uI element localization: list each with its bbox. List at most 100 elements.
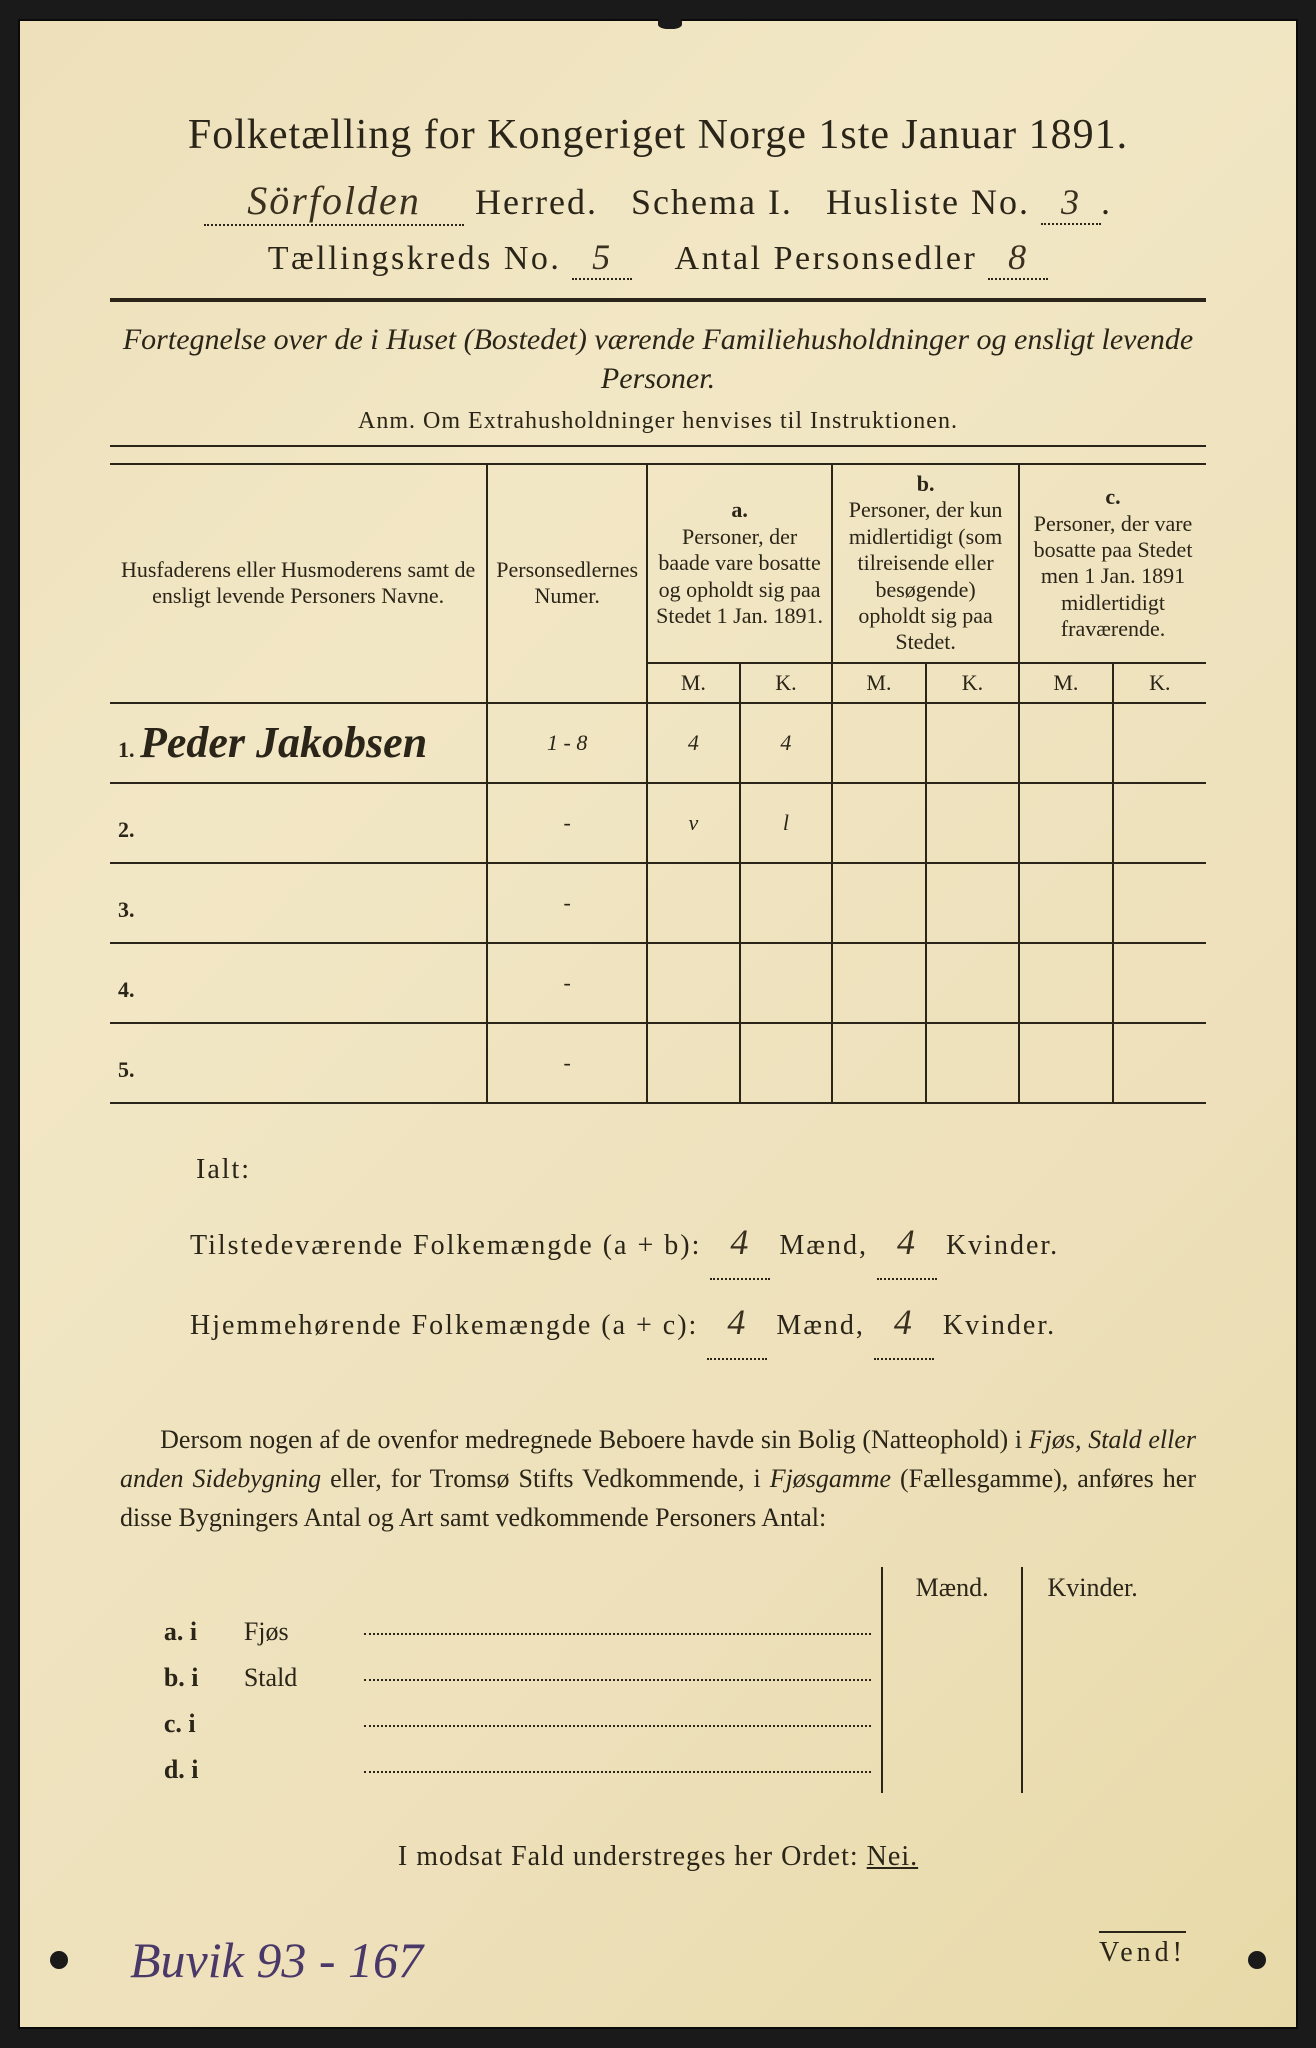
divider-thin — [110, 445, 1206, 447]
cell-a-m — [647, 863, 740, 943]
col-b-letter: b. — [917, 471, 935, 496]
cell-b-m — [832, 1023, 926, 1103]
row-num: 2. — [110, 783, 487, 863]
cell-b-k — [926, 703, 1019, 783]
bygning-row: b. iStald — [154, 1655, 1162, 1701]
byg-kvinder — [1022, 1701, 1162, 1747]
tilstede-k: 4 — [877, 1206, 937, 1280]
col-c-k: K. — [1113, 663, 1206, 703]
byg-letter: d. i — [154, 1747, 234, 1793]
cell-b-k — [926, 783, 1019, 863]
antal-label: Antal Personsedler — [675, 240, 978, 277]
cell-num: - — [487, 863, 647, 943]
byg-maend — [882, 1701, 1022, 1747]
byg-maend-header: Mænd. — [882, 1567, 1022, 1609]
cell-c-k — [1113, 783, 1206, 863]
row-num: 3. — [110, 863, 487, 943]
tilstede-line: Tilstedeværende Folkemængde (a + b): 4 M… — [190, 1206, 1206, 1280]
byg-dots — [354, 1747, 882, 1793]
byg-kvinder — [1022, 1609, 1162, 1655]
header-line-1: Sörfolden Herred. Schema I. Husliste No.… — [110, 177, 1206, 226]
col-name-header: Husfaderens eller Husmoderens samt de en… — [110, 464, 487, 703]
col-a-m: M. — [647, 663, 740, 703]
cell-b-m — [832, 863, 926, 943]
col-a-letter: a. — [731, 497, 748, 522]
cell-num: - — [487, 1023, 647, 1103]
cell-b-k — [926, 863, 1019, 943]
bygning-row: d. i — [154, 1747, 1162, 1793]
bygning-table: Mænd. Kvinder. a. iFjøsb. iStaldc. id. i — [154, 1567, 1162, 1793]
tilstede-m: 4 — [710, 1206, 770, 1280]
byg-dots — [354, 1609, 882, 1655]
byg-kvinder — [1022, 1655, 1162, 1701]
cell-c-m — [1019, 783, 1113, 863]
cell-num: - — [487, 783, 647, 863]
kreds-label: Tællingskreds No. — [268, 240, 562, 277]
hole-mark-left — [50, 1951, 68, 1969]
bottom-handwriting: Buvik 93 - 167 — [130, 1931, 423, 1989]
cell-c-m — [1019, 943, 1113, 1023]
cell-c-k — [1113, 863, 1206, 943]
husliste-label: Husliste No. — [826, 182, 1030, 222]
cell-b-k — [926, 943, 1019, 1023]
row-num: 1. Peder Jakobsen — [110, 703, 487, 783]
fjoes-paragraph: Dersom nogen af de ovenfor medregnede Be… — [110, 1420, 1206, 1537]
byg-letter: c. i — [154, 1701, 234, 1747]
bygning-row: c. i — [154, 1701, 1162, 1747]
form-subtitle: Fortegnelse over de i Huset (Bostedet) v… — [110, 320, 1206, 398]
col-a-k: K. — [740, 663, 832, 703]
cell-a-k — [740, 943, 832, 1023]
byg-kvinder — [1022, 1747, 1162, 1793]
hole-mark-right — [1248, 1951, 1266, 1969]
col-num-header: Personsedlernes Numer. — [487, 464, 647, 703]
col-b-k: K. — [926, 663, 1019, 703]
page-title: Folketælling for Kongeriget Norge 1ste J… — [110, 111, 1206, 159]
household-table: Husfaderens eller Husmoderens samt de en… — [110, 463, 1206, 1104]
cell-c-m — [1019, 703, 1113, 783]
kreds-no: 5 — [572, 236, 632, 280]
cell-num: - — [487, 943, 647, 1023]
tilstede-label: Tilstedeværende Folkemængde (a + b): — [190, 1230, 701, 1261]
binding-mark — [658, 17, 682, 29]
hjemme-k: 4 — [874, 1286, 934, 1360]
ialt-label: Ialt: — [196, 1142, 1206, 1198]
byg-letter: a. i — [154, 1609, 234, 1655]
summary-section: Ialt: Tilstedeværende Folkemængde (a + b… — [190, 1142, 1206, 1360]
row-num: 5. — [110, 1023, 487, 1103]
cell-a-m — [647, 943, 740, 1023]
table-row: 1. Peder Jakobsen1 - 844 — [110, 703, 1206, 783]
header-line-2: Tællingskreds No. 5 Antal Personsedler 8 — [110, 236, 1206, 280]
cell-c-m — [1019, 863, 1113, 943]
hjemme-m: 4 — [707, 1286, 767, 1360]
cell-a-m — [647, 1023, 740, 1103]
cell-num: 1 - 8 — [487, 703, 647, 783]
herred-label: Herred. — [475, 182, 598, 222]
schema-label: Schema I. — [631, 182, 793, 222]
byg-maend — [882, 1609, 1022, 1655]
cell-b-m — [832, 943, 926, 1023]
byg-dots — [354, 1701, 882, 1747]
cell-b-m — [832, 703, 926, 783]
cell-a-k — [740, 863, 832, 943]
byg-maend — [882, 1747, 1022, 1793]
cell-a-m: v — [647, 783, 740, 863]
col-b-m: M. — [832, 663, 926, 703]
byg-name — [234, 1701, 354, 1747]
anm-note: Anm. Om Extrahusholdninger henvises til … — [110, 408, 1206, 435]
cell-c-k — [1113, 1023, 1206, 1103]
hjemme-label: Hjemmehørende Folkemængde (a + c): — [190, 1310, 698, 1341]
byg-kvinder-header: Kvinder. — [1022, 1567, 1162, 1609]
hjemme-line: Hjemmehørende Folkemængde (a + c): 4 Mæn… — [190, 1286, 1206, 1360]
divider-heavy — [110, 298, 1206, 302]
herred-value: Sörfolden — [204, 177, 464, 226]
nei-text: I modsat Fald understreges her Ordet: — [398, 1841, 859, 1872]
col-c-m: M. — [1019, 663, 1113, 703]
byg-dots — [354, 1655, 882, 1701]
byg-name: Stald — [234, 1655, 354, 1701]
vend-label: Vend! — [1099, 1931, 1186, 1969]
cell-c-k — [1113, 703, 1206, 783]
cell-a-k: l — [740, 783, 832, 863]
byg-name: Fjøs — [234, 1609, 354, 1655]
col-c-letter: c. — [1105, 484, 1120, 509]
table-row: 4. - — [110, 943, 1206, 1023]
